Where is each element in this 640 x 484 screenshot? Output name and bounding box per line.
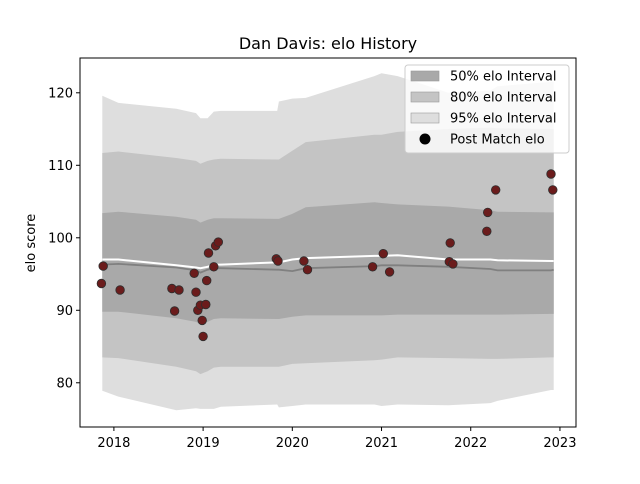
y-tick-label: 110 bbox=[48, 159, 73, 174]
legend-swatch bbox=[410, 70, 440, 82]
post-match-elo-point bbox=[273, 256, 283, 266]
plot-area bbox=[96, 73, 558, 411]
axis-ticks: 2018 2019 2020 2021 2022 2023 80 90 100 110 120 bbox=[48, 86, 576, 451]
post-match-elo-point bbox=[189, 268, 199, 279]
post-match-elo-point bbox=[302, 265, 313, 275]
post-match-elo-point bbox=[201, 275, 212, 286]
legend-label: 50% elo Interval bbox=[450, 70, 557, 85]
y-axis-label: elo score bbox=[24, 214, 39, 273]
y-tick-label: 120 bbox=[48, 86, 73, 101]
post-match-elo-point bbox=[115, 285, 125, 295]
y-tick-label: 90 bbox=[56, 304, 73, 319]
x-tick-label: 2022 bbox=[454, 436, 487, 451]
legend-label: 95% elo Interval bbox=[450, 112, 557, 127]
x-tick-label: 2023 bbox=[543, 436, 576, 451]
post-match-elo-point bbox=[482, 226, 492, 237]
post-match-elo-point bbox=[448, 259, 458, 269]
plot-frame bbox=[79, 57, 577, 428]
post-match-elo-point bbox=[198, 331, 208, 342]
post-match-elo-point bbox=[483, 207, 493, 218]
post-match-elo-point bbox=[191, 287, 201, 297]
x-tick-label: 2021 bbox=[365, 436, 398, 451]
legend-label: 80% elo Interval bbox=[450, 91, 557, 106]
post-match-elo-point bbox=[197, 315, 207, 326]
post-match-elo-line bbox=[102, 254, 554, 270]
post-match-elo-point bbox=[169, 306, 180, 316]
x-tick-label: 2019 bbox=[187, 436, 220, 451]
post-match-elo-point bbox=[548, 185, 558, 195]
post-match-elo-point bbox=[96, 278, 107, 289]
post-match-elo-point bbox=[201, 299, 211, 310]
legend-marker bbox=[419, 133, 431, 145]
x-tick-label: 2020 bbox=[276, 436, 309, 451]
post-match-elo-point bbox=[203, 248, 214, 258]
post-match-elo-point bbox=[367, 262, 378, 272]
legend-label: Post Match elo bbox=[450, 133, 545, 148]
chart-title: Dan Davis: elo History bbox=[239, 34, 417, 53]
y-tick-label: 100 bbox=[48, 231, 73, 246]
post-match-elo-point bbox=[98, 261, 108, 271]
post-match-elo-point bbox=[174, 285, 184, 295]
band-50-interval bbox=[102, 202, 554, 325]
post-match-elo-point bbox=[384, 267, 395, 277]
post-match-elo-point bbox=[299, 256, 309, 266]
post-match-elo-point bbox=[546, 169, 556, 179]
post-match-elo-point bbox=[209, 262, 219, 272]
post-match-elo-point bbox=[445, 238, 455, 248]
post-match-elo-point bbox=[491, 185, 501, 195]
x-tick-label: 2018 bbox=[97, 436, 130, 451]
y-tick-label: 80 bbox=[56, 376, 73, 391]
legend: 50% elo Interval 80% elo Interval 95% elo … bbox=[404, 64, 570, 154]
legend-box bbox=[404, 64, 570, 154]
post-match-elo-point bbox=[213, 237, 224, 247]
legend-swatch bbox=[410, 112, 440, 124]
post-match-elo-point bbox=[378, 248, 389, 259]
legend-swatch bbox=[410, 91, 440, 103]
